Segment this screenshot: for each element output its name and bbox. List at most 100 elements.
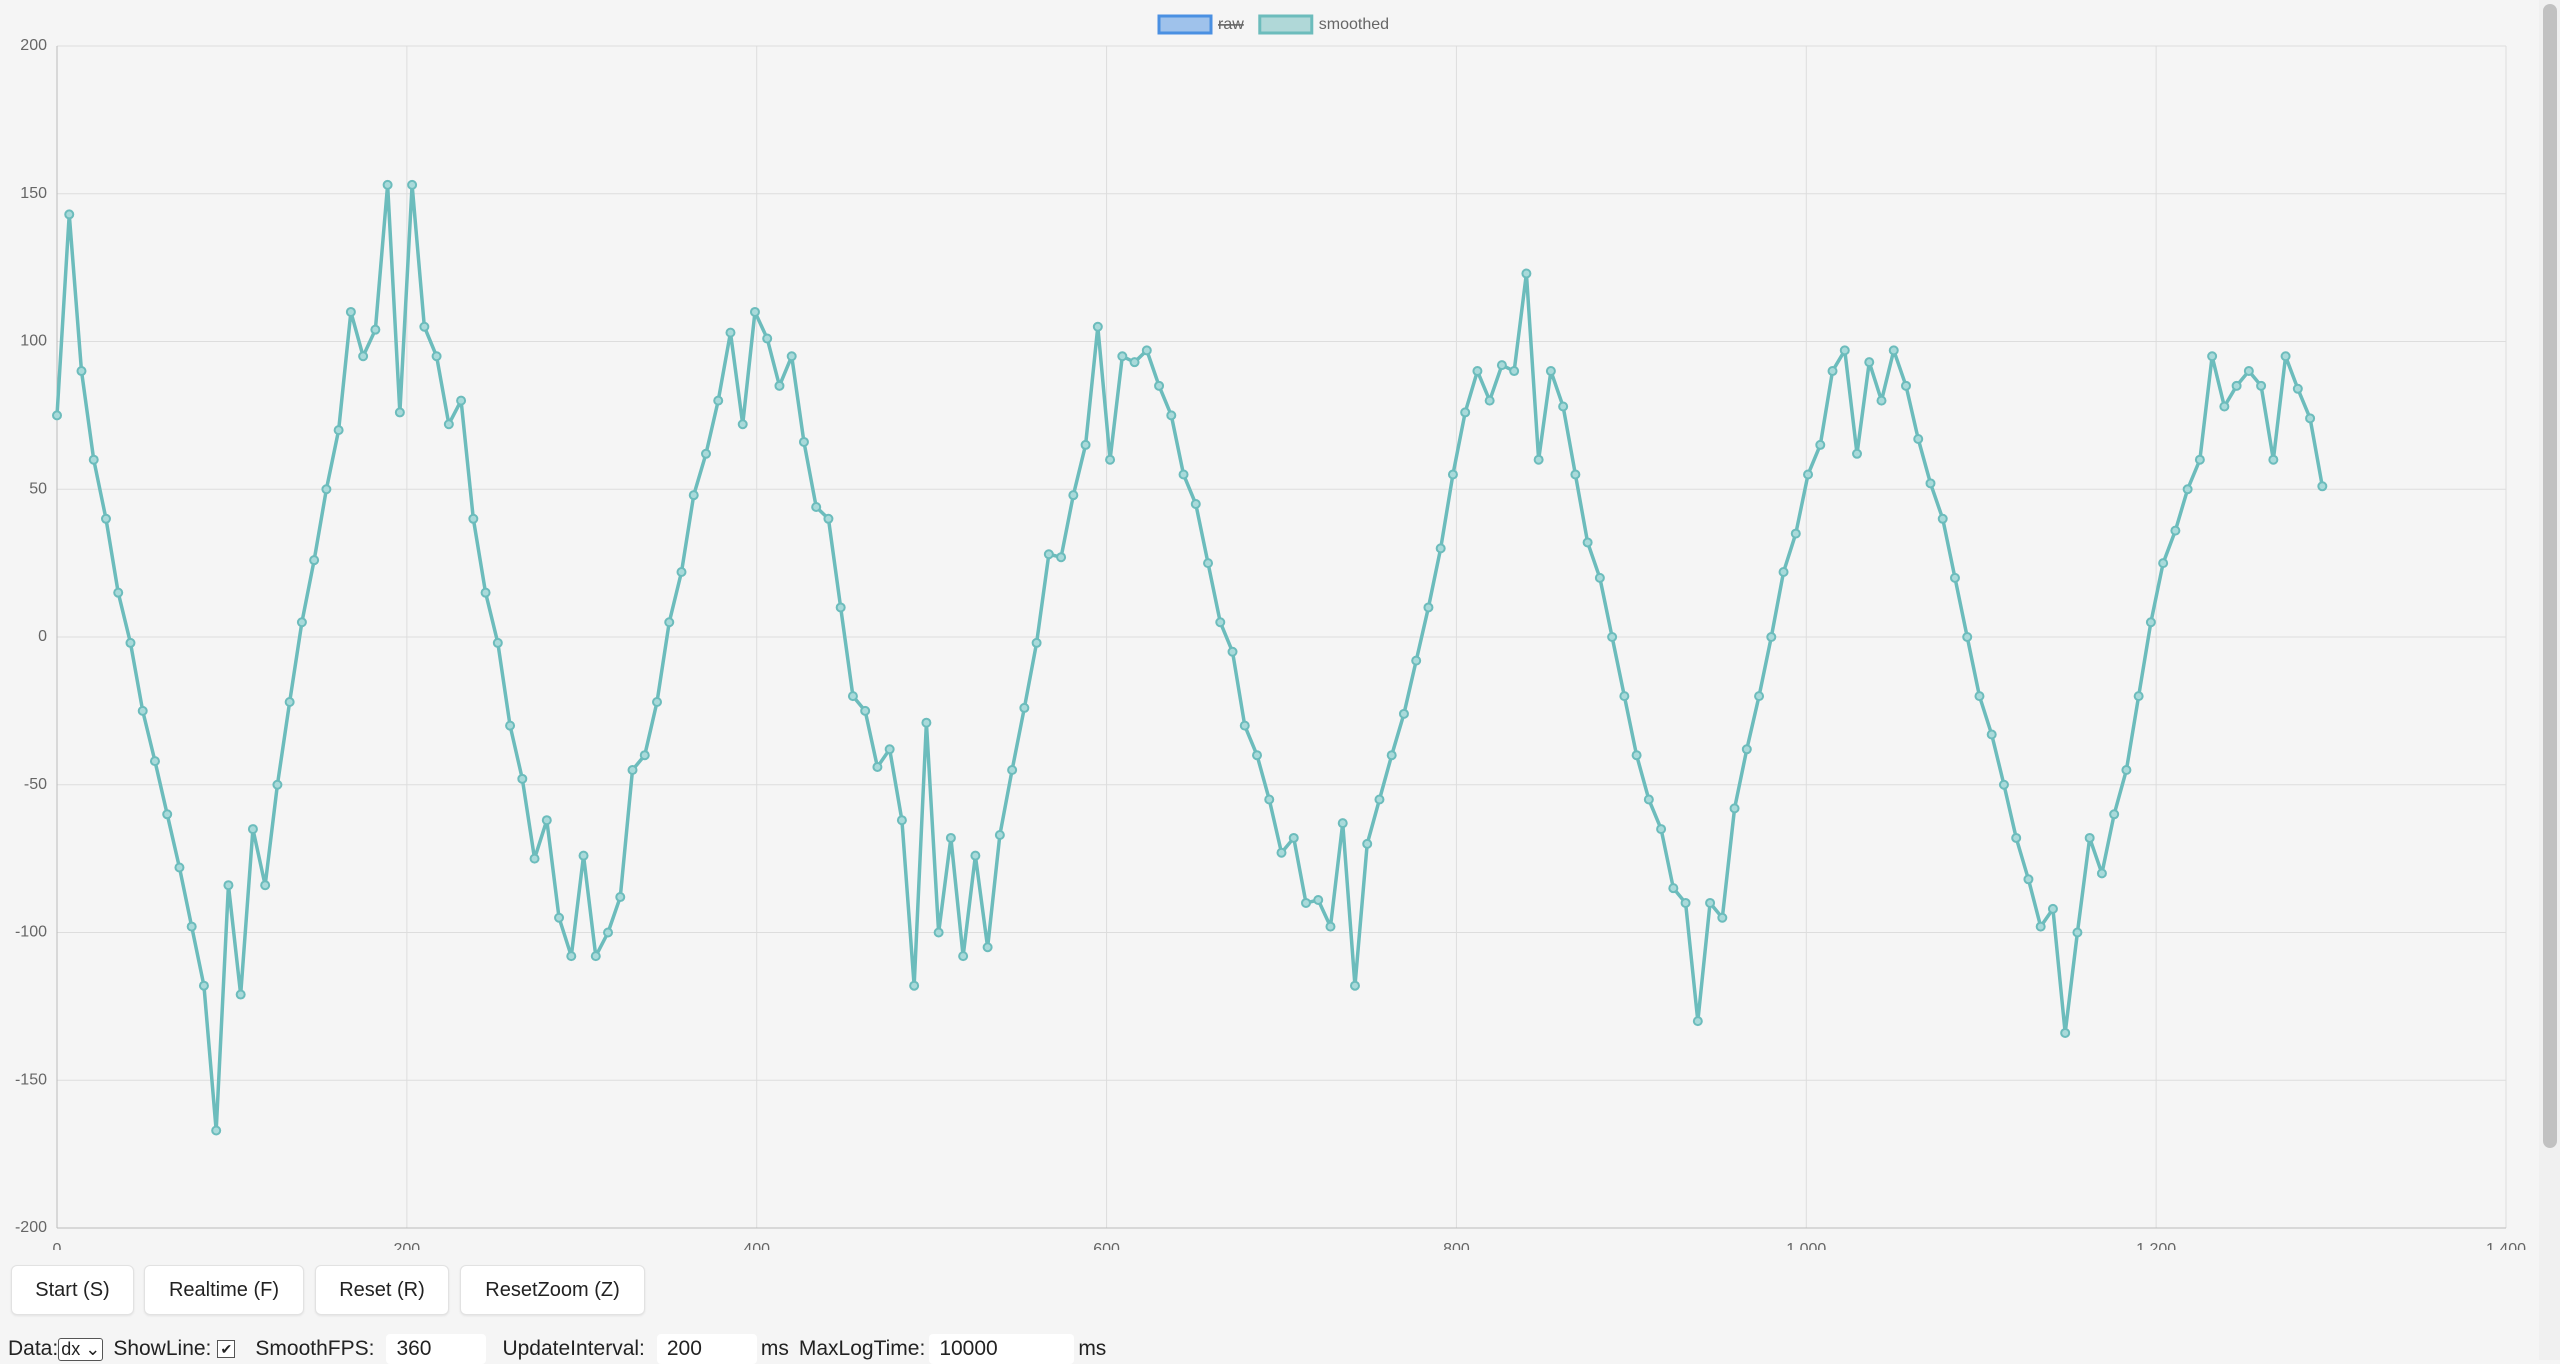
data-point — [2121, 764, 2132, 775]
data-point — [1815, 439, 1826, 450]
maxlogtime-input[interactable]: 10000 — [929, 1334, 1075, 1364]
data-point — [2182, 484, 2193, 495]
data-point — [1203, 558, 1214, 569]
data-point — [1852, 448, 1863, 459]
data-point — [811, 501, 822, 512]
x-tick-label: 1,400 — [2486, 1241, 2526, 1250]
data-point — [554, 912, 565, 923]
data-point — [529, 853, 540, 864]
scrollbar-thumb[interactable] — [2543, 4, 2557, 1148]
chart: -200 -150 -100 -50 0 50 100 150 200 0 200 400 600 800… — [15, 14, 2526, 1250]
data-point — [125, 637, 136, 648]
data-point — [2256, 380, 2267, 391]
data-point — [1509, 366, 1520, 377]
data-point — [2084, 832, 2095, 843]
data-point — [1778, 566, 1789, 577]
data-point — [174, 862, 185, 873]
data-point — [517, 773, 528, 784]
updateinterval-input[interactable]: 200 — [656, 1334, 757, 1364]
reset-button[interactable]: Reset (R) — [315, 1265, 449, 1315]
showline-checkbox[interactable]: ✔ — [217, 1340, 236, 1358]
data-point — [896, 815, 907, 826]
data-point — [443, 419, 454, 430]
data-point — [1435, 543, 1446, 554]
smoothfps-input[interactable]: 360 — [386, 1334, 487, 1364]
x-tick-label: 800 — [1443, 1241, 1470, 1250]
legend-swatch — [1258, 14, 1314, 35]
data-point — [1007, 764, 1018, 775]
data-point — [100, 513, 111, 524]
data-point — [2194, 454, 2205, 465]
data-point — [235, 989, 246, 1000]
data-point — [1974, 691, 1985, 702]
data-point — [382, 179, 393, 190]
data-point — [321, 484, 332, 495]
realtime-button[interactable]: Realtime (F) — [144, 1265, 304, 1315]
data-point — [688, 490, 699, 501]
data-point — [1313, 894, 1324, 905]
data-point — [2170, 525, 2181, 536]
data-point — [1411, 655, 1422, 666]
data-point — [431, 351, 442, 362]
data-point — [1876, 395, 1887, 406]
data-point — [541, 815, 552, 826]
data-point — [2109, 809, 2120, 820]
data-point — [1190, 499, 1201, 510]
data-point — [1154, 380, 1165, 391]
data-point — [162, 809, 173, 820]
data-point — [370, 324, 381, 335]
settings-row: Data: dx ⌄ ShowLine: ✔ SmoothFPS: 360 Up… — [0, 1334, 1106, 1364]
data-point — [2280, 351, 2291, 362]
data-point — [1019, 702, 1030, 713]
y-tick-label: -150 — [15, 1071, 47, 1088]
data-point — [2096, 868, 2107, 879]
data-point — [1937, 513, 1948, 524]
data-point — [1888, 345, 1899, 356]
data-point — [272, 779, 283, 790]
data-point — [1631, 750, 1642, 761]
data-select[interactable]: dx ⌄ — [58, 1337, 104, 1361]
series-line — [55, 183, 2325, 1133]
data-point — [1386, 750, 1397, 761]
data-point — [2268, 454, 2279, 465]
data-point — [2231, 380, 2242, 391]
data-point — [884, 744, 895, 755]
data-point — [456, 395, 467, 406]
data-point — [2060, 1027, 2071, 1038]
data-point — [2047, 903, 2058, 914]
data-point — [2305, 413, 2316, 424]
data-point — [1754, 691, 1765, 702]
data-point — [860, 705, 871, 716]
data-point — [737, 419, 748, 430]
data-point — [1741, 744, 1752, 755]
y-tick-label: -200 — [15, 1219, 47, 1236]
data-point — [468, 513, 479, 524]
data-point — [1056, 552, 1067, 563]
data-point — [970, 850, 981, 861]
data-point — [2072, 927, 2083, 938]
data-point — [247, 824, 258, 835]
data-point — [1105, 454, 1116, 465]
data-point — [1276, 847, 1287, 858]
y-tick-label: -100 — [15, 924, 47, 941]
data-point — [1043, 549, 1054, 560]
y-tick-label: 0 — [38, 628, 47, 645]
data-point — [296, 617, 307, 628]
data-point — [1680, 897, 1691, 908]
data-point — [578, 850, 589, 861]
resetzoom-button[interactable]: ResetZoom (Z) — [460, 1265, 645, 1315]
data-point — [480, 587, 491, 598]
start-button[interactable]: Start (S) — [11, 1265, 134, 1315]
data-point — [260, 880, 271, 891]
data-point — [1643, 794, 1654, 805]
data-point — [2317, 481, 2328, 492]
data-point — [725, 327, 736, 338]
data-point — [198, 980, 209, 991]
data-point — [933, 927, 944, 938]
data-point — [786, 351, 797, 362]
scrollbar[interactable] — [2539, 0, 2560, 1360]
data-point — [1472, 366, 1483, 377]
data-point — [1496, 360, 1507, 371]
data-point — [1717, 912, 1728, 923]
x-tick-label: 200 — [394, 1241, 421, 1250]
